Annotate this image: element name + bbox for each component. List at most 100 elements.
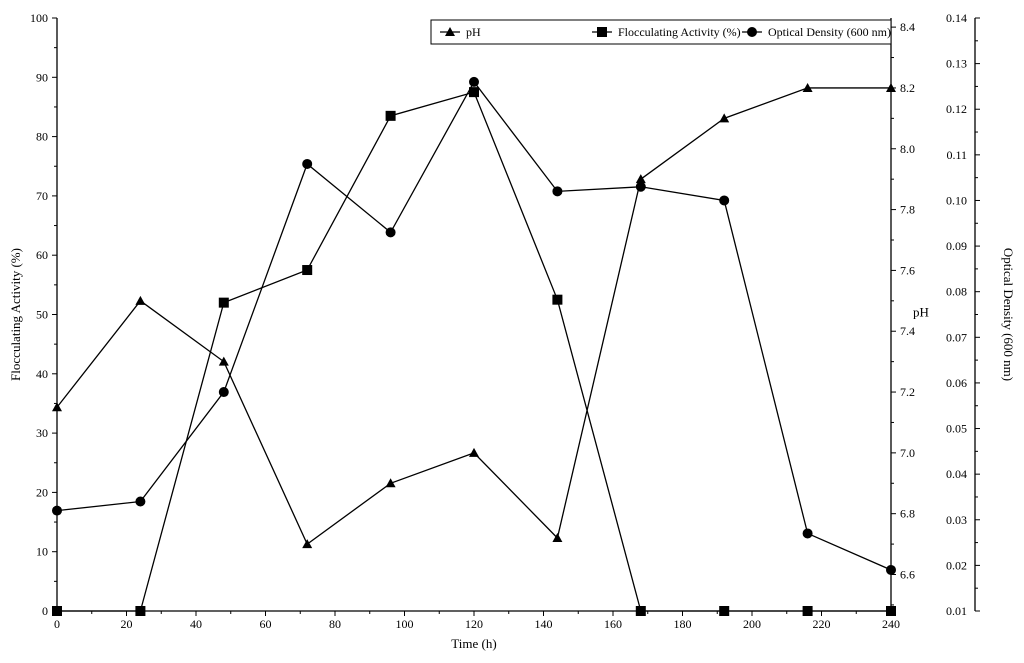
od-tick-label: 0.14 — [946, 11, 967, 25]
legend-label: pH — [466, 25, 481, 39]
data-point-circle — [469, 76, 479, 87]
data-point-square — [135, 606, 146, 616]
data-point-triangle — [802, 82, 813, 92]
data-point-circle — [802, 528, 813, 539]
data-point-square — [719, 606, 730, 616]
od-tick-label: 0.10 — [946, 193, 967, 207]
data-point-circle — [218, 387, 229, 398]
left-tick-label: 30 — [36, 426, 48, 440]
ph-tick-label: 8.0 — [900, 142, 915, 156]
ph-tick-label: 7.8 — [900, 203, 915, 217]
od-tick-label: 0.03 — [946, 513, 967, 527]
x-tick-label: 20 — [121, 617, 133, 631]
x-tick-label: 160 — [604, 617, 622, 631]
axes — [56, 18, 976, 612]
data-point-square — [52, 606, 62, 616]
optical-density-axis-title: Optical Density (600 nm) — [1001, 248, 1016, 381]
data-point-circle — [52, 505, 62, 516]
data-point-triangle — [719, 113, 730, 123]
series-optical-density-600-nm — [52, 76, 896, 575]
legend-marker-circle — [747, 27, 757, 37]
data-point-circle — [135, 496, 146, 507]
x-tick-label: 0 — [54, 617, 60, 631]
series-ph — [52, 82, 896, 549]
left-axis-title: Flocculating Activity (%) — [8, 248, 23, 381]
data-point-square — [802, 606, 813, 616]
od-tick-label: 0.07 — [946, 330, 967, 344]
data-point-square — [218, 297, 229, 308]
data-point-circle — [886, 564, 896, 575]
left-tick-label: 20 — [36, 485, 48, 499]
x-tick-label: 100 — [396, 617, 414, 631]
series-line — [56, 80, 892, 571]
data-point-square — [552, 294, 563, 305]
data-point-triangle — [635, 174, 646, 184]
data-point-square — [635, 606, 646, 616]
data-point-triangle — [886, 82, 896, 92]
legend-label: Optical Density (600 nm) — [768, 25, 891, 39]
data-point-triangle — [552, 533, 563, 543]
series-line — [57, 91, 891, 612]
od-tick-label: 0.12 — [946, 102, 967, 116]
left-tick-label: 80 — [36, 130, 48, 144]
legend: pH Flocculating Activity (%) Optical Densi… — [430, 19, 892, 45]
od-tick-label: 0.05 — [946, 422, 967, 436]
ph-tick-label: 7.6 — [900, 263, 915, 277]
data-point-circle — [635, 181, 646, 192]
ph-tick-label: 8.4 — [900, 20, 915, 34]
data-point-circle — [719, 195, 730, 206]
ph-tick-label: 7.2 — [900, 385, 915, 399]
x-tick-label: 140 — [535, 617, 553, 631]
legend-label: Flocculating Activity (%) — [618, 25, 741, 39]
ph-tick-label: 7.4 — [900, 324, 915, 338]
data-point-square — [886, 606, 896, 616]
x-tick-label: 80 — [329, 617, 341, 631]
data-point-square — [385, 110, 396, 121]
data-point-square — [469, 87, 479, 98]
od-tick-label: 0.11 — [946, 148, 967, 162]
x-tick-label: 220 — [813, 617, 831, 631]
od-tick-label: 0.01 — [946, 604, 967, 618]
legend-box — [430, 19, 892, 45]
od-tick-label: 0.02 — [946, 558, 967, 572]
ticks: 0 20 40 60 80 100 120 140 160 180 200 220 240 0 10 20 30… — [30, 11, 980, 631]
ph-tick-label: 8.2 — [900, 81, 915, 95]
x-tick-label: 180 — [674, 617, 692, 631]
left-tick-label: 0 — [42, 604, 48, 618]
legend-item: Flocculating Activity (%) — [592, 25, 741, 39]
data-point-circle — [385, 227, 396, 238]
data-point-triangle — [385, 478, 396, 488]
x-tick-label: 200 — [743, 617, 761, 631]
legend-item: Optical Density (600 nm) — [742, 25, 891, 39]
x-axis-title: Time (h) — [451, 636, 496, 651]
data-point-triangle — [52, 402, 62, 412]
data-point-circle — [552, 186, 563, 197]
legend-item: pH — [440, 25, 481, 39]
legend-marker-square — [597, 27, 607, 37]
data-point-triangle — [469, 447, 479, 457]
data-point-circle — [302, 158, 313, 169]
legend-marker-triangle — [445, 27, 455, 36]
left-tick-label: 50 — [36, 308, 48, 322]
x-tick-label: 40 — [190, 617, 202, 631]
left-tick-label: 90 — [36, 70, 48, 84]
ph-tick-label: 6.6 — [900, 568, 915, 582]
ph-tick-label: 6.8 — [900, 507, 915, 521]
left-tick-label: 60 — [36, 248, 48, 262]
x-tick-label: 240 — [882, 617, 900, 631]
series-flocculating-activity — [52, 87, 896, 616]
od-tick-label: 0.13 — [946, 57, 967, 71]
data-point-triangle — [135, 295, 146, 305]
series-line — [56, 87, 891, 546]
left-tick-label: 70 — [36, 189, 48, 203]
od-tick-label: 0.06 — [946, 376, 967, 390]
od-tick-label: 0.08 — [946, 285, 967, 299]
left-tick-label: 40 — [36, 367, 48, 381]
left-tick-label: 100 — [30, 11, 48, 25]
data-point-square — [302, 265, 313, 276]
data-point-triangle — [218, 356, 229, 366]
x-tick-label: 60 — [260, 617, 272, 631]
od-tick-label: 0.04 — [946, 467, 967, 481]
data-point-triangle — [302, 539, 313, 549]
legend-items: pH Flocculating Activity (%) Optical Densi… — [440, 25, 891, 39]
